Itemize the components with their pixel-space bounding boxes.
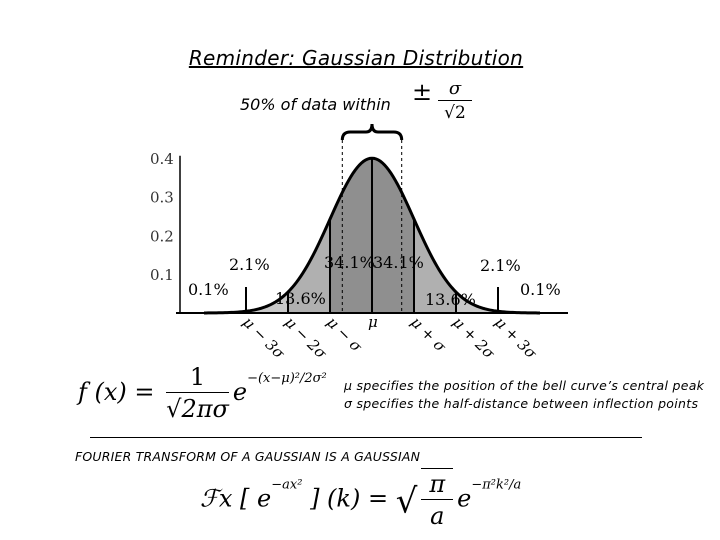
band-label: 2.1% xyxy=(229,255,270,274)
within-label: 50% of data within xyxy=(240,95,391,114)
frac-numerator: σ xyxy=(438,78,472,101)
fourier-lhs-exponent: −ax² xyxy=(271,477,303,493)
band-label: 13.6% xyxy=(275,289,326,308)
plus-minus-sign: ± xyxy=(412,78,433,106)
y-tick-label: 0.2 xyxy=(150,227,174,245)
fourier-lhs-tail: ] (k) = xyxy=(310,484,389,513)
x-tick-label: μ − 3σ xyxy=(239,313,289,360)
sqrt-denominator: a xyxy=(430,502,445,530)
density-numerator: 1 xyxy=(166,362,229,393)
note-sigma: σ specifies the half-distance between in… xyxy=(344,396,699,411)
density-fraction: 1 √2πσ xyxy=(166,362,229,425)
band-3 xyxy=(372,158,414,313)
fourier-lhs: ℱx [ e xyxy=(200,484,272,513)
tail-label: 0.1% xyxy=(520,280,561,299)
sqrt-icon: √ xyxy=(395,481,418,522)
density-base: e xyxy=(232,378,248,406)
x-tick-label: μ xyxy=(368,313,378,331)
x-tick-label: μ + 3σ xyxy=(491,313,541,360)
x-tick-label: μ − 2σ xyxy=(281,313,331,360)
sqrt-numerator: π xyxy=(421,469,454,500)
note-mu: μ specifies the position of the bell cur… xyxy=(344,378,705,393)
band-5 xyxy=(456,292,498,313)
parameter-notes: μ specifies the position of the bell cur… xyxy=(344,377,704,413)
x-tick-label: μ + 2σ xyxy=(449,313,499,360)
gaussian-density-equation: f (x) = 1 √2πσ e−(x−μ)²/2σ² xyxy=(78,362,327,425)
band-label: 34.1% xyxy=(373,253,424,272)
bracket-brace xyxy=(340,123,404,141)
sigma-over-root2: σ √2 xyxy=(438,78,472,125)
y-tick-label: 0.3 xyxy=(150,189,174,207)
fourier-equation: ℱx [ e−ax² ] (k) = √ π a e−π²k²/a xyxy=(200,468,521,532)
band-labels: 2.1%13.6%34.1%34.1%13.6%2.1%0.1% 0.1% xyxy=(188,253,561,309)
y-tick-label: 0.1 xyxy=(150,266,174,284)
y-tick-label: 0.4 xyxy=(150,150,174,168)
frac-denominator: √2 xyxy=(444,103,466,123)
band-label: 2.1% xyxy=(480,256,521,275)
tail-label: 0.1% xyxy=(188,280,229,299)
fourier-heading: FOURIER TRANSFORM OF A GAUSSIAN IS A GAU… xyxy=(75,449,421,464)
fourier-exponent: −π²k²/a xyxy=(471,477,522,493)
x-tick-label: μ + σ xyxy=(407,313,450,356)
band-label: 34.1% xyxy=(324,253,375,272)
density-exponent: −(x−μ)²/2σ² xyxy=(247,371,327,386)
half-width-bracket xyxy=(340,123,404,313)
y-ticks: 0.1 0.2 0.3 0.4 xyxy=(150,150,174,284)
slide-title: Reminder: Gaussian Distribution xyxy=(188,46,524,70)
fourier-base: e xyxy=(457,484,472,513)
band-label: 13.6% xyxy=(425,290,476,309)
dividers-layer xyxy=(245,158,499,313)
divider-line xyxy=(90,437,642,438)
density-denominator: √2πσ xyxy=(166,395,229,423)
sqrt-fraction: π a xyxy=(421,468,454,532)
density-lhs: f (x) = xyxy=(78,378,155,406)
bell-curve xyxy=(203,156,541,315)
band-0 xyxy=(246,292,288,313)
band-2 xyxy=(330,158,372,313)
